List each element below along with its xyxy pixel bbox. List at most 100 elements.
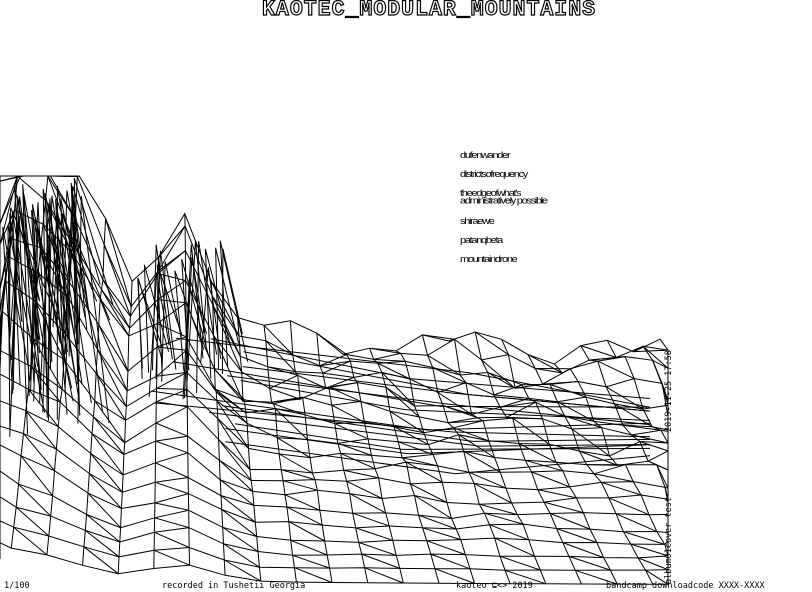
terrain-line: [630, 543, 669, 557]
terrain-line: [7, 224, 46, 430]
terrain-line: [484, 512, 524, 525]
terrain-line: [282, 480, 318, 491]
terrain-line: [0, 311, 3, 338]
terrain-line: [214, 368, 245, 401]
terrain-line: [52, 175, 78, 177]
terrain-line: [489, 524, 529, 541]
terrain-line: [219, 459, 253, 492]
terrain-line: [225, 441, 651, 475]
terrain-line: [331, 404, 365, 423]
terrain-line: [398, 441, 434, 455]
terrain-line: [242, 366, 651, 412]
terrain-line: [9, 221, 40, 339]
terrain-line: [184, 213, 190, 566]
terrain-line: [580, 345, 617, 358]
terrain-line: [42, 188, 79, 418]
terrain-line: [605, 386, 644, 410]
terrain-line: [343, 469, 379, 479]
terrain-line: [377, 362, 411, 380]
terrain-line: [556, 528, 597, 543]
terrain-line: [157, 299, 186, 304]
terrain-line: [56, 185, 92, 420]
terrain-line: [361, 553, 400, 569]
terrain-line: [642, 345, 669, 369]
recorded-location: recorded in Tushetii Georgia: [162, 581, 306, 591]
terrain-line: [219, 479, 255, 506]
terrain-line: [221, 248, 243, 375]
terrain-line: [543, 501, 584, 514]
terrain-line: [103, 244, 131, 317]
terrain-line: [23, 194, 52, 383]
terrain-line: [290, 539, 328, 556]
terrain-line: [234, 423, 651, 450]
terrain-line: [220, 495, 256, 523]
terrain-line: [422, 527, 461, 541]
track-item: shiraewe: [460, 216, 495, 227]
terrain-line: [151, 390, 651, 431]
terrain-line: [9, 216, 29, 437]
terrain-line: [65, 185, 101, 317]
terrain-line: [453, 427, 489, 442]
terrain-line: [284, 494, 321, 511]
terrain-line: [0, 496, 669, 559]
track-item: districtsofrequency: [460, 169, 528, 180]
terrain-line: [0, 444, 669, 534]
terrain-line: [0, 256, 9, 312]
terrain-line: [615, 513, 658, 533]
terrain-line: [418, 514, 457, 530]
terrain-line: [218, 439, 252, 481]
terrain-line: [153, 257, 159, 569]
tracklist: dufenwander districtsofrequency theedgeo…: [460, 151, 600, 275]
terrain-line: [430, 553, 471, 570]
terrain-line: [426, 540, 466, 556]
terrain-line: [91, 433, 124, 476]
terrain-line: [633, 345, 669, 585]
terrain-line: [410, 483, 448, 503]
terrain-line: [215, 247, 240, 369]
terrain-line: [637, 557, 669, 571]
terrain-line: [385, 386, 420, 418]
terrain-line: [0, 373, 669, 491]
terrain-line: [15, 506, 50, 537]
terrain-line: [277, 437, 311, 459]
terrain-line: [474, 331, 509, 356]
terrain-line: [265, 340, 296, 372]
terrain-line: [622, 424, 662, 431]
terrain-line: [358, 541, 397, 556]
terrain-line: [263, 325, 297, 583]
terrain-line: [448, 420, 484, 424]
terrain-line: [0, 400, 669, 506]
terrain-line: [437, 392, 472, 415]
terrain-line: [82, 218, 107, 566]
terrain-line: [549, 383, 587, 398]
track-item: patanqbeta: [460, 235, 503, 246]
wireframe-mountains-artwork: [0, 175, 669, 585]
terrain-line: [355, 527, 393, 541]
terrain-line: [463, 450, 501, 473]
terrain-line: [393, 426, 429, 446]
terrain-line: [47, 216, 64, 361]
terrain-line: [209, 412, 651, 447]
terrain-line: [155, 481, 189, 495]
terrain-line: [468, 471, 507, 489]
page-counter: 1/100: [4, 581, 30, 591]
terrain-line: [608, 497, 650, 516]
terrain-line: [0, 209, 15, 245]
terrain-line: [479, 503, 518, 516]
terrain-line: [269, 387, 301, 400]
terrain-line: [473, 482, 512, 504]
terrain-line: [77, 196, 110, 424]
terrain-line: [93, 416, 125, 455]
terrain-line: [222, 526, 259, 552]
terrain-line: [155, 422, 188, 437]
terrain-line: [30, 365, 61, 403]
terrain-line: [143, 264, 170, 373]
terrain-line: [499, 555, 541, 571]
terrain-line: [278, 453, 313, 474]
bandcamp-code: bandcamp downloadcode XXXX-XXXX: [606, 581, 765, 591]
terrain-line: [263, 324, 294, 356]
terrain-line: [86, 514, 121, 543]
terrain-line: [210, 281, 226, 576]
terrain-line: [322, 372, 354, 378]
terrain-line: [494, 537, 535, 557]
